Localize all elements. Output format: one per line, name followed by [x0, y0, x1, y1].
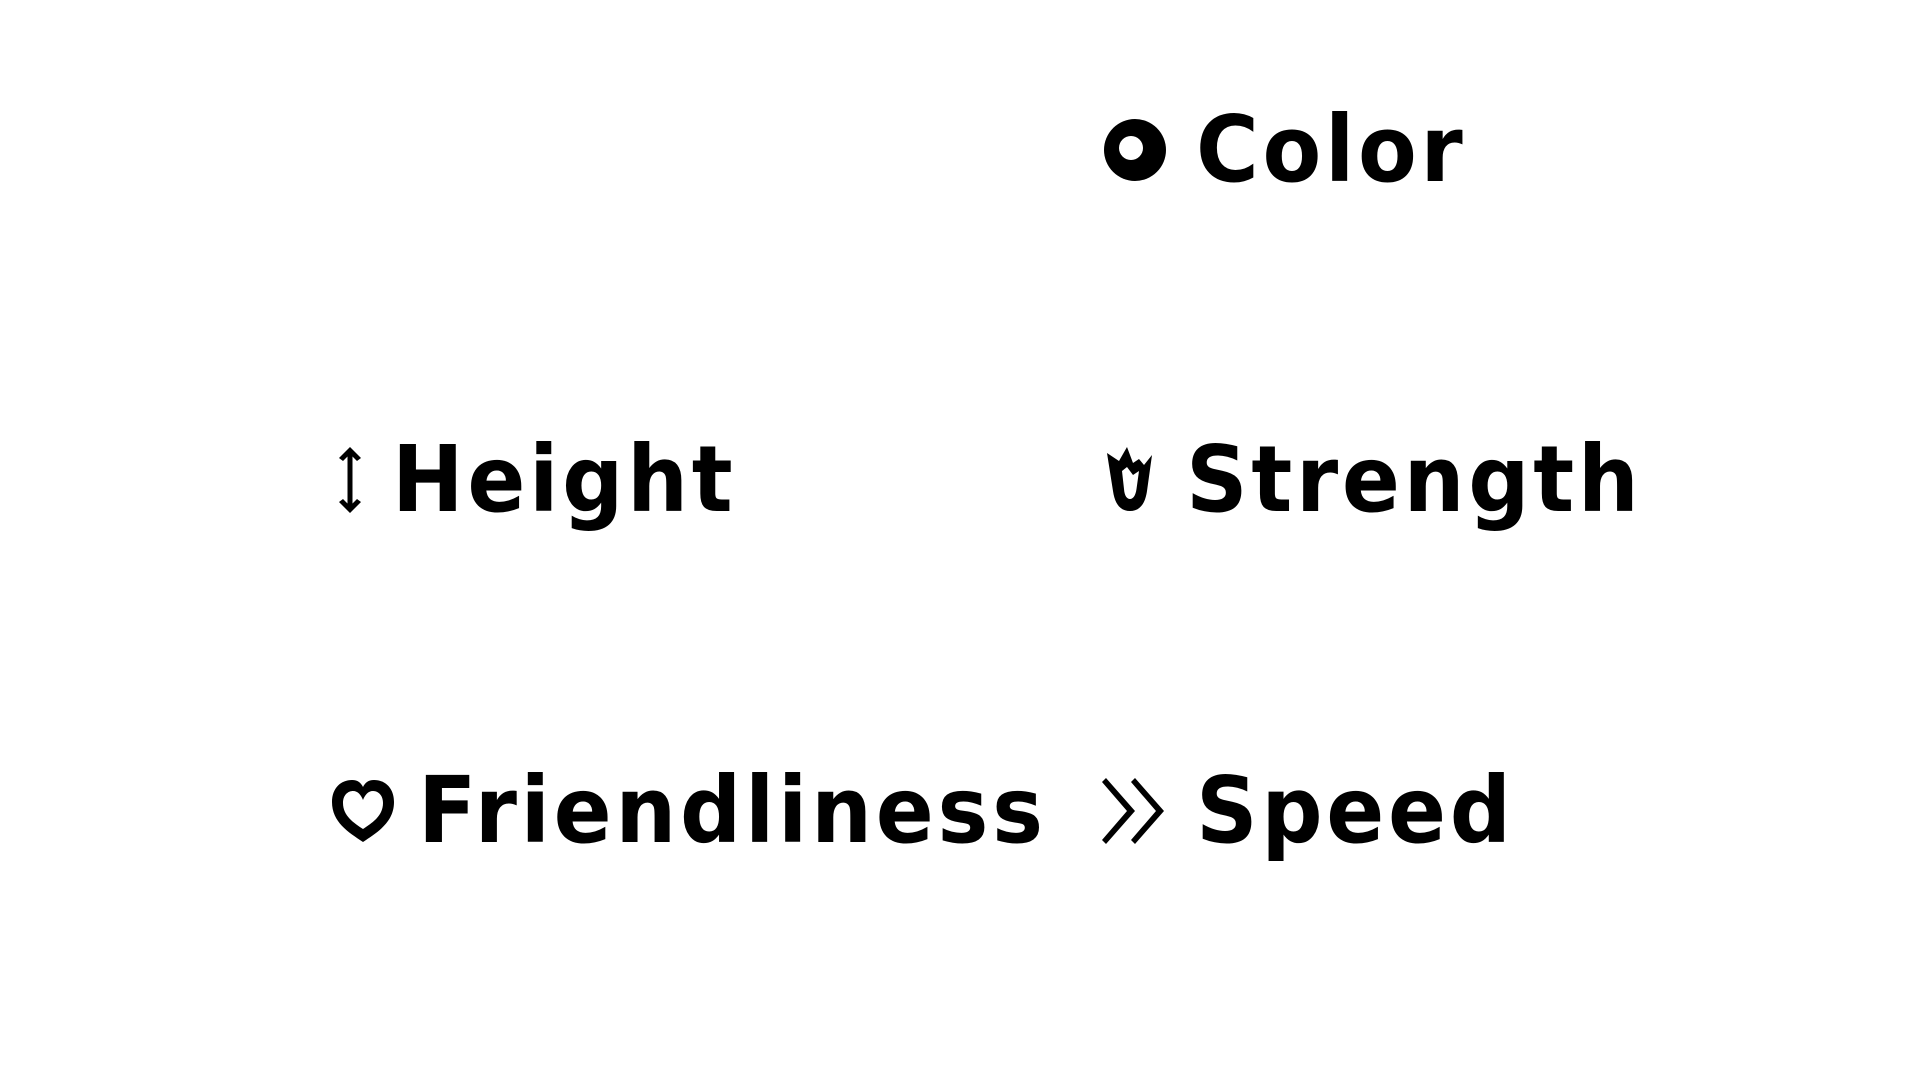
double-chevron-right-icon: [1102, 778, 1164, 844]
crown-shield-icon: [1107, 447, 1152, 511]
heart-icon: [332, 780, 394, 842]
vertical-arrows-icon: [339, 447, 361, 513]
attribute-color: Color: [1102, 96, 1487, 203]
attribute-height: Height: [330, 426, 762, 533]
attribute-label: Height: [392, 426, 737, 533]
attribute-label: Strength: [1186, 426, 1643, 533]
attribute-label: Speed: [1196, 757, 1515, 864]
attribute-label: Friendliness: [418, 757, 1047, 864]
attribute-label: Color: [1196, 96, 1467, 203]
attribute-friendliness: Friendliness: [330, 757, 1094, 864]
attribute-strength: Strength: [1102, 426, 1677, 533]
attribute-speed: Speed: [1102, 757, 1539, 864]
circle-ring-icon: [1104, 119, 1166, 181]
